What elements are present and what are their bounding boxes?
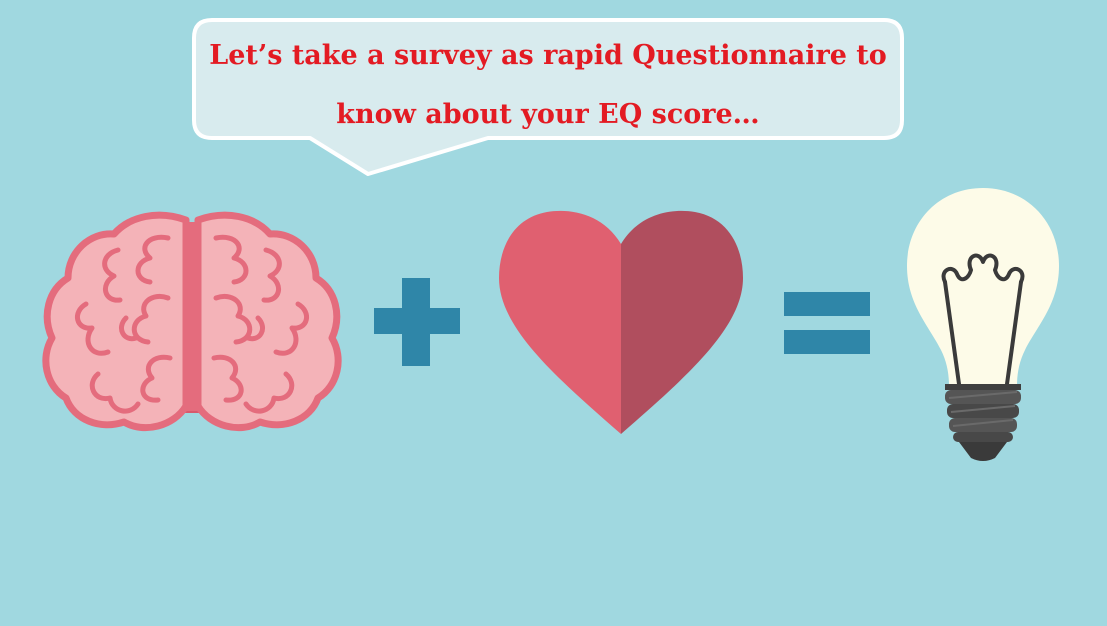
light-bulb-icon <box>907 188 1059 461</box>
bubble-text-line-2: know about your EQ score… <box>336 99 760 130</box>
bubble-text-line-1: Let’s take a survey as rapid Questionnai… <box>209 40 887 71</box>
equals-icon <box>784 292 870 354</box>
speech-bubble <box>192 18 904 176</box>
plus-icon <box>374 278 460 366</box>
heart-icon <box>499 210 743 434</box>
brain-icon <box>42 211 342 432</box>
